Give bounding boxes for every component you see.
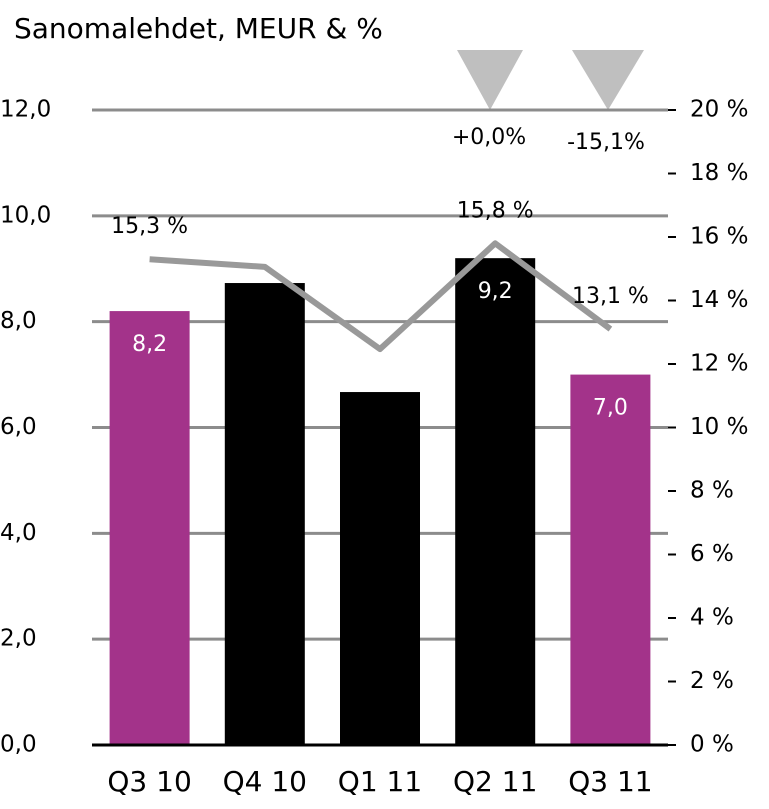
bar-value-label: 9,2 [478,279,513,304]
y2-tick-label: 10 % [690,414,748,440]
y2-tick-label: 4 % [690,605,734,631]
y-tick-label: 0,0 [0,732,37,758]
y-tick-label: 6,0 [0,414,37,440]
bar-value-label: 8,2 [132,332,167,357]
x-tick-label: Q2 11 [453,765,537,798]
line-value-label: 15,8 % [457,198,534,223]
y-tick-label: 12,0 [0,97,51,123]
down-triangle [572,50,644,110]
x-tick-label: Q3 11 [568,765,652,798]
bar [455,258,536,745]
y2-tick-label: 2 % [690,668,734,694]
y2-tick-label: 12 % [690,351,748,377]
y-tick-label: 8,0 [0,308,37,334]
y-tick-label: 4,0 [0,520,37,546]
line-value-label: 15,3 % [111,214,188,239]
chart-title: Sanomalehdet, MEUR & % [14,12,383,45]
line [149,240,613,353]
y2-tick-label: 16 % [690,224,748,250]
y2-tick-label: 6 % [690,541,734,567]
bar [224,283,305,745]
y-tick-label: 10,0 [0,202,51,228]
y2-tick-label: 8 % [690,478,734,504]
annotation: +0,0% [452,125,526,150]
bar [570,374,651,745]
bar [340,392,420,745]
x-tick-label: Q3 10 [107,765,191,798]
y2-tick-label: 20 % [690,97,748,123]
bar-value-label: 7,0 [593,396,628,421]
x-tick-label: Q4 10 [223,765,307,798]
x-tick-label: Q1 11 [338,765,422,798]
y2-tick-label: 0 % [690,732,734,758]
y2-tick-label: 14 % [690,287,748,313]
y2-tick-label: 18 % [690,160,748,186]
line-value-label: 13,1 % [572,284,649,309]
bar [109,311,190,745]
y-tick-label: 2,0 [0,626,37,652]
annotation: -15,1% [567,130,645,155]
down-triangle [457,50,523,110]
